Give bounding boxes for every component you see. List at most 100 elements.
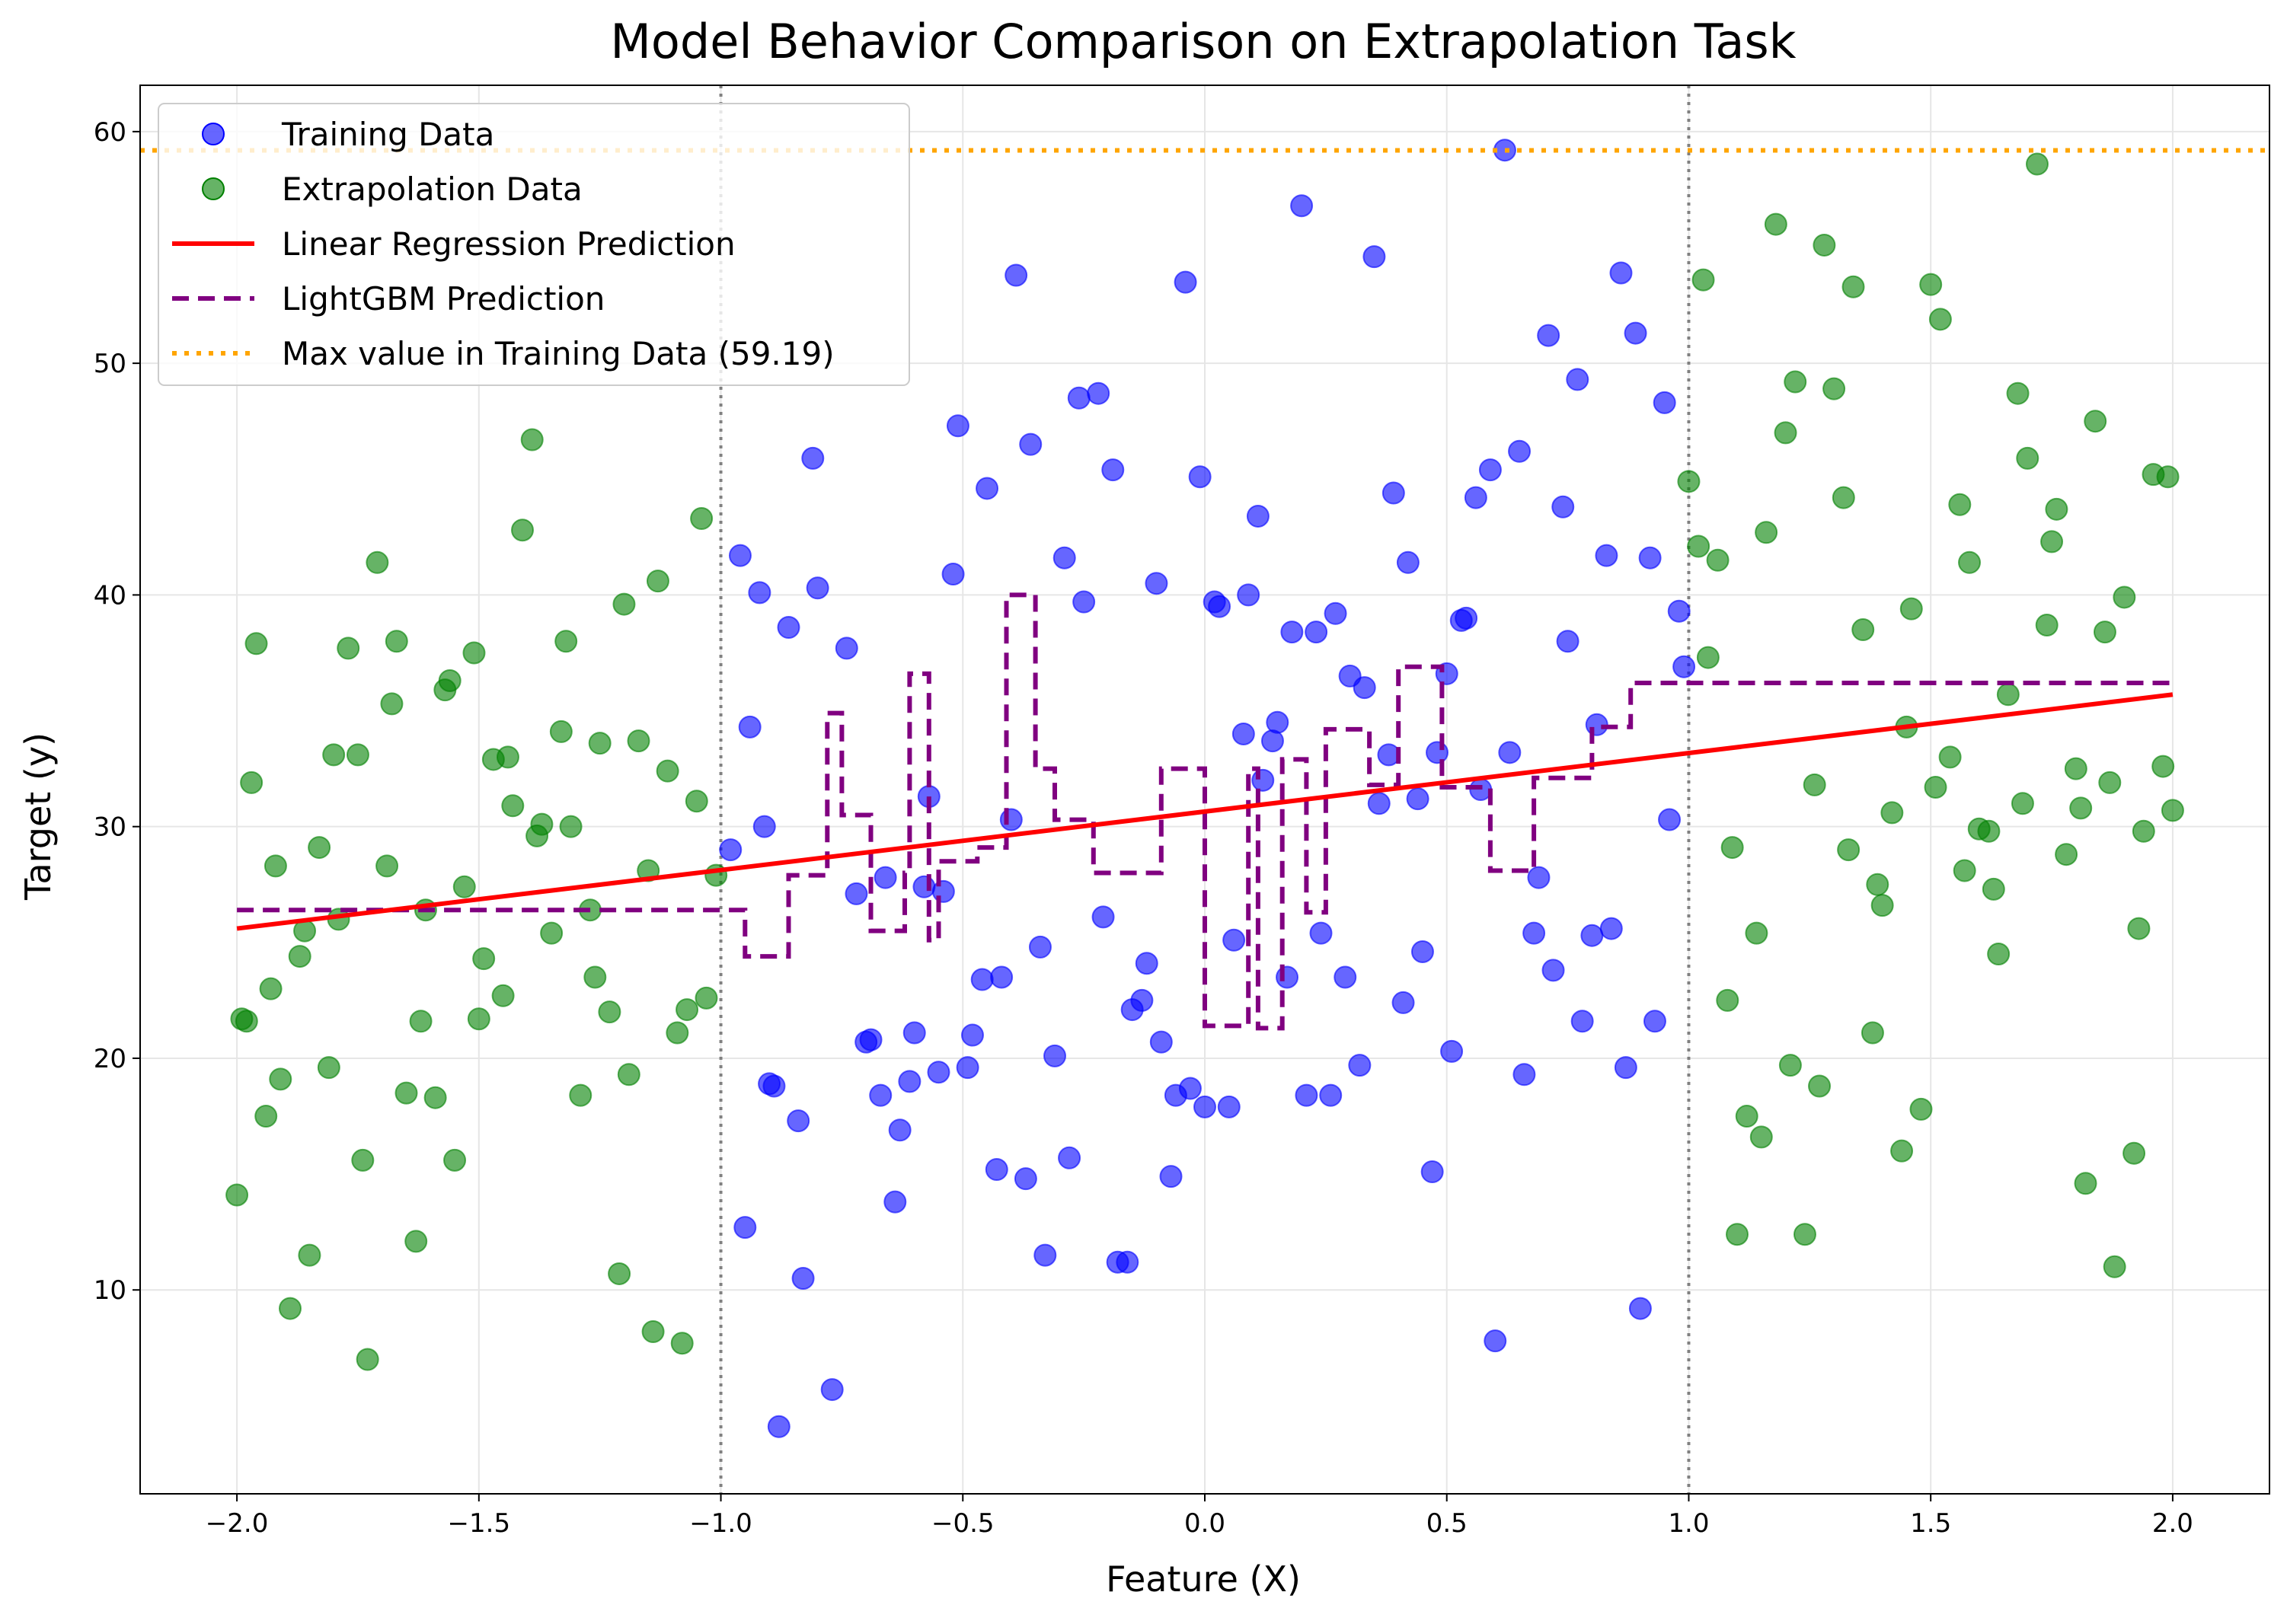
extrapolation-point bbox=[337, 637, 360, 660]
extrapolation-point bbox=[2011, 792, 2034, 815]
extrapolation-point bbox=[2123, 1141, 2146, 1165]
extrapolation-point bbox=[375, 854, 399, 878]
extrapolation-point bbox=[676, 998, 699, 1022]
training-point bbox=[1193, 1095, 1216, 1118]
training-point bbox=[1290, 194, 1314, 218]
training-point bbox=[1367, 792, 1391, 815]
x-tick-label: 0.5 bbox=[1426, 1508, 1468, 1539]
training-point bbox=[1512, 1063, 1536, 1086]
y-tick-label: 50 bbox=[94, 349, 126, 379]
training-point bbox=[719, 838, 743, 862]
training-point bbox=[1556, 630, 1579, 653]
lightgbm-prediction-line bbox=[237, 592, 2173, 1031]
training-point bbox=[1251, 768, 1275, 792]
x-tick-label: −1.0 bbox=[689, 1508, 752, 1539]
extrapolation-point bbox=[462, 641, 486, 665]
extrapolation-point bbox=[1841, 275, 1865, 298]
training-point bbox=[1396, 550, 1420, 574]
extrapolation-point bbox=[1890, 1139, 1914, 1163]
training-point bbox=[748, 581, 771, 605]
training-point bbox=[1246, 504, 1270, 528]
extrapolation-point bbox=[525, 824, 549, 847]
training-point bbox=[777, 616, 800, 640]
extrapolation-point bbox=[244, 632, 268, 656]
legend-marker bbox=[202, 123, 225, 145]
extrapolation-point bbox=[1774, 421, 1797, 445]
chart-title: Model Behavior Comparison on Extrapolati… bbox=[610, 14, 1796, 69]
training-point bbox=[1493, 139, 1516, 162]
training-point bbox=[1570, 1010, 1594, 1033]
extrapolation-point bbox=[583, 965, 607, 989]
extrapolation-point bbox=[1938, 745, 1962, 769]
extrapolation-point bbox=[235, 1010, 258, 1033]
training-point bbox=[1609, 261, 1633, 285]
training-point bbox=[956, 1056, 979, 1080]
training-point bbox=[1237, 583, 1260, 607]
y-tick-label: 60 bbox=[94, 117, 126, 148]
training-point bbox=[1005, 263, 1028, 287]
training-point bbox=[1208, 595, 1231, 618]
training-point bbox=[874, 866, 897, 889]
extrapolation-point bbox=[1861, 1021, 1884, 1045]
extrapolation-point bbox=[2132, 819, 2155, 843]
training-point bbox=[733, 1216, 757, 1240]
training-point bbox=[1667, 599, 1691, 623]
training-point bbox=[1638, 546, 1662, 570]
extrapolation-point bbox=[2035, 613, 2059, 637]
training-point bbox=[1222, 928, 1246, 952]
training-point bbox=[941, 563, 965, 586]
x-tick-label: 1.0 bbox=[1668, 1508, 1709, 1539]
extrapolation-point bbox=[1706, 548, 1730, 572]
extrapolation-point bbox=[2074, 1172, 2097, 1195]
training-point bbox=[990, 965, 1014, 989]
extrapolation-point bbox=[1803, 773, 1826, 796]
extrapolation-point bbox=[1720, 836, 1744, 860]
training-point bbox=[1440, 1039, 1464, 1063]
extrapolation-point bbox=[254, 1105, 278, 1128]
training-point bbox=[1426, 741, 1449, 764]
training-point bbox=[1614, 1056, 1637, 1080]
training-point bbox=[1537, 324, 1560, 347]
training-point bbox=[835, 637, 858, 660]
training-point bbox=[1019, 432, 1043, 456]
training-point bbox=[1280, 621, 1304, 644]
legend: Training Data Extrapolation Data Linear Re… bbox=[158, 103, 910, 386]
x-tick-label: −0.5 bbox=[931, 1508, 995, 1539]
training-point bbox=[1672, 655, 1696, 678]
extrapolation-point bbox=[1691, 268, 1715, 292]
extrapolation-point bbox=[380, 692, 404, 716]
training-point bbox=[1334, 965, 1357, 989]
extrapolation-point bbox=[298, 1243, 321, 1267]
training-point bbox=[1478, 458, 1502, 482]
extrapolation-point bbox=[278, 1297, 302, 1320]
extrapolation-point bbox=[2098, 771, 2122, 794]
extrapolation-point bbox=[443, 1148, 467, 1172]
training-point bbox=[1319, 1083, 1343, 1107]
extrapolation-point bbox=[670, 1332, 694, 1355]
training-point bbox=[1643, 1010, 1666, 1033]
extrapolation-point bbox=[641, 1320, 665, 1344]
extrapolation-point bbox=[491, 984, 515, 1007]
extrapolation-point bbox=[612, 592, 636, 616]
training-point bbox=[1551, 495, 1575, 518]
extrapolation-point bbox=[496, 745, 519, 769]
extrapolation-point bbox=[1987, 943, 2011, 966]
extrapolation-point bbox=[2045, 497, 2068, 521]
training-point bbox=[1091, 905, 1115, 929]
extrapolation-point bbox=[1696, 646, 1720, 669]
training-point bbox=[1217, 1095, 1241, 1118]
training-point bbox=[1305, 621, 1328, 644]
linear-regression-line bbox=[236, 692, 2174, 931]
training-point bbox=[738, 715, 762, 739]
extrapolation-point bbox=[394, 1081, 418, 1105]
training-point bbox=[912, 875, 936, 898]
extrapolation-point bbox=[1837, 838, 1861, 862]
training-point bbox=[869, 1083, 893, 1107]
extrapolation-point bbox=[1866, 873, 1889, 896]
training-point bbox=[927, 1061, 950, 1084]
training-point bbox=[931, 879, 955, 903]
extrapolation-point bbox=[1958, 550, 1982, 574]
extrapolation-point bbox=[1749, 1125, 1773, 1149]
extrapolation-point bbox=[627, 729, 650, 753]
training-point bbox=[1653, 391, 1676, 414]
